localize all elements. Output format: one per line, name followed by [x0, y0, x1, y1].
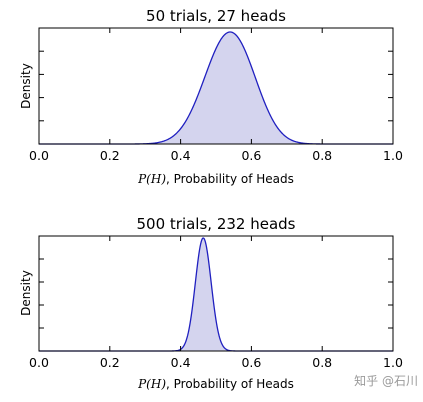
chart-panel-bottom: 500 trials, 232 heads 0.0 0.2 0.4 0.6 0.8 1.0… — [19, 215, 403, 391]
y-axis-label: Density — [19, 270, 33, 316]
x-tick-label: 0.0 — [29, 355, 49, 370]
x-tick-label: 0.8 — [312, 355, 332, 370]
x-axis-label: P(H), Probability of Heads — [137, 377, 294, 391]
x-tick-label: 0.6 — [241, 355, 261, 370]
y-axis-label: Density — [19, 63, 33, 109]
plot-frame — [38, 235, 394, 352]
x-axis-label: P(H), Probability of Heads — [137, 172, 294, 186]
chart-title: 500 trials, 232 heads — [137, 215, 296, 233]
x-tick-label: 0.8 — [312, 148, 332, 163]
x-tick-label: 0.4 — [171, 148, 191, 163]
density-area — [39, 238, 393, 351]
chart-panel-top: 50 trials, 27 heads 0.0 0.2 0.4 0.6 0.8 1.0 P… — [19, 7, 403, 186]
x-tick-label: 1.0 — [383, 148, 403, 163]
density-area — [39, 32, 393, 144]
chart-title: 50 trials, 27 heads — [146, 7, 286, 25]
x-tick-label: 1.0 — [383, 355, 403, 370]
watermark-text: 知乎 @石川 — [354, 374, 418, 388]
x-tick-label: 0.6 — [241, 148, 261, 163]
x-tick-label: 0.4 — [171, 355, 191, 370]
plot-frame — [38, 27, 394, 145]
x-tick-label: 0.2 — [100, 148, 120, 163]
x-tick-label: 0.2 — [100, 355, 120, 370]
x-tick-label: 0.0 — [29, 148, 49, 163]
